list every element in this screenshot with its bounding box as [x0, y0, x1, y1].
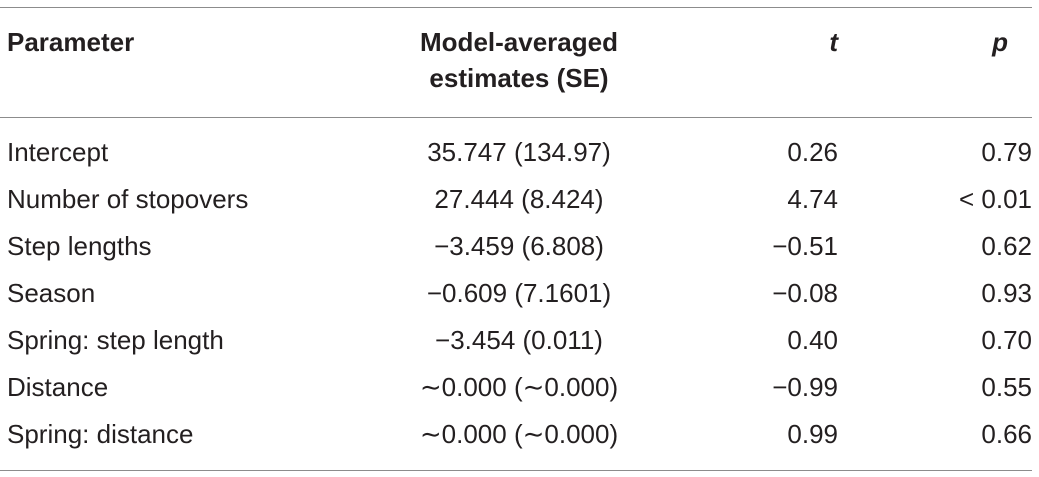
bottom-rule: [0, 470, 1032, 471]
cell-p: 0.62: [981, 231, 1032, 261]
cell-p: 0.66: [981, 419, 1032, 449]
cell-t: −0.99: [772, 372, 838, 402]
cell-p: < 0.01: [958, 184, 1032, 214]
top-rule: [0, 7, 1032, 8]
cell-t: 0.40: [787, 325, 838, 355]
header-p: p: [992, 27, 1008, 57]
cell-estimate: ∼0.000 (∼0.000): [419, 419, 619, 449]
header-parameter: Parameter: [7, 27, 135, 57]
header-rule: [0, 117, 1032, 118]
cell-t: −0.51: [772, 231, 838, 261]
table-row: Distance ∼0.000 (∼0.000) −0.99 0.55: [0, 364, 1039, 411]
cell-estimate: ∼0.000 (∼0.000): [419, 372, 619, 402]
cell-p: 0.70: [981, 325, 1032, 355]
cell-p: 0.79: [981, 137, 1032, 167]
header-estimates-line2: estimates (SE): [429, 63, 609, 93]
cell-estimate: 35.747 (134.97): [427, 137, 611, 167]
cell-parameter: Distance: [7, 372, 109, 402]
table-row: Spring: step length −3.454 (0.011) 0.40 …: [0, 317, 1039, 364]
header-t: t: [829, 27, 838, 57]
cell-parameter: Number of stopovers: [7, 184, 249, 214]
cell-parameter: Season: [7, 278, 96, 308]
cell-estimate: −3.459 (6.808): [434, 231, 604, 261]
cell-parameter: Spring: distance: [7, 419, 194, 449]
cell-p: 0.55: [981, 372, 1032, 402]
table-row: Number of stopovers 27.444 (8.424) 4.74 …: [0, 176, 1039, 223]
cell-parameter: Spring: step length: [7, 325, 224, 355]
cell-t: 0.99: [787, 419, 838, 449]
cell-t: 4.74: [787, 184, 838, 214]
cell-estimate: 27.444 (8.424): [434, 184, 604, 214]
header-estimates-line1: Model-averaged: [420, 27, 618, 57]
table-row: Step lengths −3.459 (6.808) −0.51 0.62: [0, 223, 1039, 270]
cell-p: 0.93: [981, 278, 1032, 308]
cell-parameter: Intercept: [7, 137, 109, 167]
table-row: Intercept 35.747 (134.97) 0.26 0.79: [0, 129, 1039, 176]
cell-parameter: Step lengths: [7, 231, 152, 261]
cell-estimate: −3.454 (0.011): [435, 325, 603, 355]
table-row: Spring: distance ∼0.000 (∼0.000) 0.99 0.…: [0, 411, 1039, 458]
cell-t: 0.26: [787, 137, 838, 167]
cell-estimate: −0.609 (7.1601): [426, 278, 612, 308]
cell-t: −0.08: [772, 278, 838, 308]
header-estimates: Model-averaged estimates (SE): [380, 24, 658, 96]
table-row: Season −0.609 (7.1601) −0.08 0.93: [0, 270, 1039, 317]
